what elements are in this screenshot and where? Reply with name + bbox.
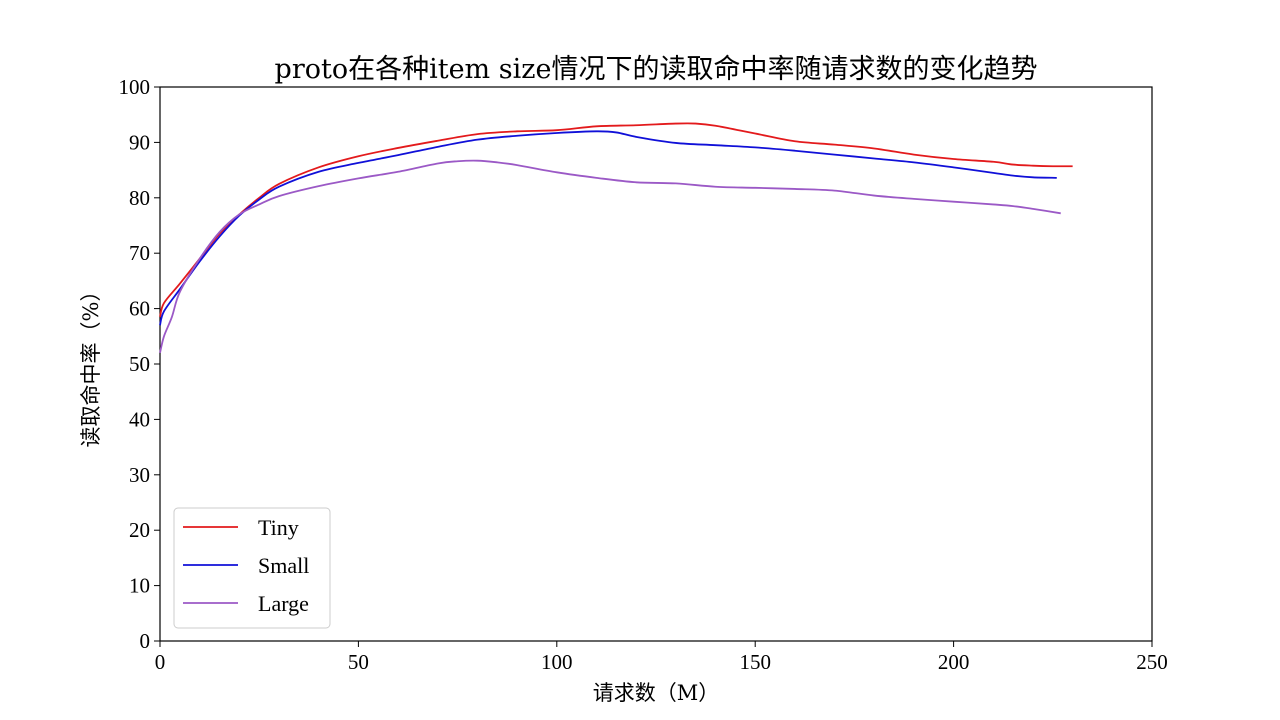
y-tick-label: 30	[129, 463, 150, 487]
legend-box	[173, 507, 331, 629]
legend: Tiny Small Large	[173, 507, 331, 629]
series-layer	[159, 122, 1073, 354]
x-tick-label: 100	[541, 650, 573, 674]
x-tick-label: 0	[155, 650, 166, 674]
x-axis: 0 50 100 150 200 250	[155, 641, 1168, 674]
series-line-tiny	[159, 122, 1073, 318]
x-axis-label: 请求数（M）	[593, 681, 720, 705]
x-tick-label: 200	[938, 650, 970, 674]
series-line-small	[159, 130, 1057, 326]
legend-label-tiny: Tiny	[258, 515, 299, 540]
y-tick-label: 70	[129, 241, 150, 265]
legend-label-small: Small	[258, 553, 309, 578]
y-tick-label: 50	[129, 352, 150, 376]
y-axis-label: 读取命中率（%）	[79, 281, 103, 448]
y-tick-label: 60	[129, 297, 150, 321]
chart-title: proto在各种item size情况下的读取命中率随请求数的变化趋势	[275, 54, 1038, 85]
y-axis: 0 10 20 30 40 50 60 70 80 90 100	[119, 75, 160, 653]
x-tick-label: 250	[1136, 650, 1168, 674]
legend-label-large: Large	[258, 591, 309, 616]
y-tick-label: 90	[129, 130, 150, 154]
y-tick-label: 10	[129, 574, 150, 598]
y-tick-label: 40	[129, 407, 150, 431]
x-tick-label: 50	[348, 650, 369, 674]
x-tick-label: 150	[739, 650, 771, 674]
y-tick-label: 20	[129, 518, 150, 542]
y-tick-label: 80	[129, 186, 150, 210]
series-line-large	[159, 159, 1061, 354]
y-tick-label: 0	[140, 629, 151, 653]
y-tick-label: 100	[119, 75, 151, 99]
